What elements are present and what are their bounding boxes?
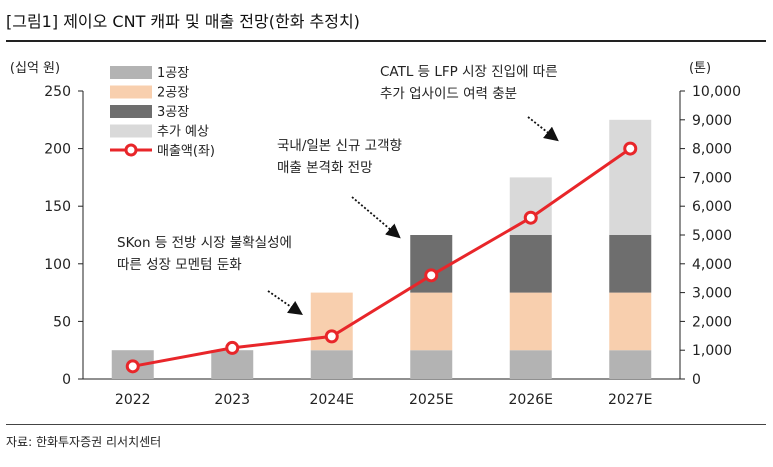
legend-label: 매출액(좌) bbox=[157, 144, 215, 159]
left-tick-label: 50 bbox=[53, 314, 71, 330]
right-tick-label: 2,000 bbox=[692, 314, 732, 330]
annotation-arrow bbox=[351, 196, 401, 239]
legend-label: 3공장 bbox=[157, 105, 189, 120]
annotation-text: 추가 업사이드 여력 충분 bbox=[380, 86, 517, 102]
left-tick-label: 150 bbox=[44, 199, 71, 215]
source-note: 자료: 한화투자증권 리서치센터 bbox=[6, 435, 162, 449]
right-tick-label: 7,000 bbox=[692, 170, 732, 186]
x-tick-label: 2027E bbox=[608, 392, 652, 408]
bar-segment bbox=[509, 350, 552, 379]
left-tick-label: 250 bbox=[44, 84, 71, 100]
x-tick-label: 2022 bbox=[115, 392, 151, 408]
annotation-text: SKon 등 전방 시장 불확실성에 bbox=[117, 235, 292, 251]
x-tick-label: 2023 bbox=[214, 392, 250, 408]
right-tick-label: 3,000 bbox=[692, 286, 732, 302]
legend-marker bbox=[124, 143, 138, 157]
annotation-text: CATL 등 LFP 시장 진입에 따른 bbox=[380, 64, 558, 80]
right-tick-label: 8,000 bbox=[692, 142, 732, 158]
x-tick-label: 2024E bbox=[310, 392, 354, 408]
x-axis-labels: 2022 2023 2024E 2025E 2026E 2027E bbox=[115, 392, 653, 408]
right-tick-label: 10,000 bbox=[692, 84, 741, 100]
revenue-point bbox=[125, 359, 140, 374]
legend-swatch bbox=[110, 85, 152, 99]
legend-label: 2공장 bbox=[157, 86, 189, 101]
revenue-point bbox=[225, 340, 240, 355]
left-tick-label: 100 bbox=[44, 257, 71, 273]
right-axis: 0 1,000 2,000 3,000 4,000 5,000 6,000 7,000 8,00… bbox=[679, 84, 741, 388]
capacity-bars bbox=[111, 119, 652, 379]
bar-segment bbox=[609, 235, 652, 293]
bar-segment bbox=[509, 235, 552, 293]
right-tick-label: 6,000 bbox=[692, 199, 732, 215]
legend-swatch bbox=[110, 66, 152, 79]
revenue-path bbox=[132, 147, 632, 368]
bar-segment bbox=[310, 350, 353, 379]
left-axis: 0 50 100 150 200 250 bbox=[44, 84, 680, 388]
bar-segment bbox=[410, 350, 453, 379]
x-tick-label: 2026E bbox=[509, 392, 553, 408]
annotation-text: 매출 본격화 전망 bbox=[277, 160, 373, 176]
left-axis-unit: (십억 원) bbox=[10, 61, 60, 76]
figure-title: [그림1] 제이오 CNT 캐파 및 매출 전망(한화 추정치) bbox=[6, 12, 360, 31]
legend-swatch bbox=[110, 105, 152, 118]
annotation-text: 국내/일본 신규 고객향 bbox=[277, 138, 402, 154]
left-tick-label: 0 bbox=[62, 372, 71, 388]
right-tick-label: 4,000 bbox=[692, 257, 732, 273]
bar-segment bbox=[609, 292, 652, 351]
bar-segment bbox=[211, 350, 254, 379]
revenue-point bbox=[623, 141, 638, 156]
annotation-arrow bbox=[267, 290, 303, 316]
revenue-point bbox=[523, 210, 538, 225]
bar-segment bbox=[410, 292, 453, 351]
right-tick-label: 5,000 bbox=[692, 228, 732, 244]
revenue-point bbox=[324, 329, 339, 344]
revenue-line bbox=[125, 141, 638, 374]
bar-segment bbox=[609, 350, 652, 379]
left-tick-label: 200 bbox=[44, 142, 71, 158]
revenue-point bbox=[424, 268, 439, 283]
bar-segment bbox=[509, 292, 552, 351]
right-tick-label: 0 bbox=[692, 372, 701, 388]
right-tick-label: 9,000 bbox=[692, 113, 732, 129]
legend-label: 1공장 bbox=[157, 66, 189, 81]
right-axis-unit: (톤) bbox=[689, 61, 711, 76]
legend-swatch bbox=[110, 124, 152, 138]
right-tick-label: 1,000 bbox=[692, 343, 732, 359]
source-rule bbox=[6, 424, 766, 425]
title-rule bbox=[6, 40, 766, 42]
legend-label: 추가 예상 bbox=[157, 125, 209, 140]
annotation-text: 따른 성장 모멘텀 둔화 bbox=[117, 257, 242, 273]
bar-segment bbox=[609, 119, 652, 235]
annotation-arrow bbox=[527, 116, 559, 142]
x-tick-label: 2025E bbox=[409, 392, 453, 408]
